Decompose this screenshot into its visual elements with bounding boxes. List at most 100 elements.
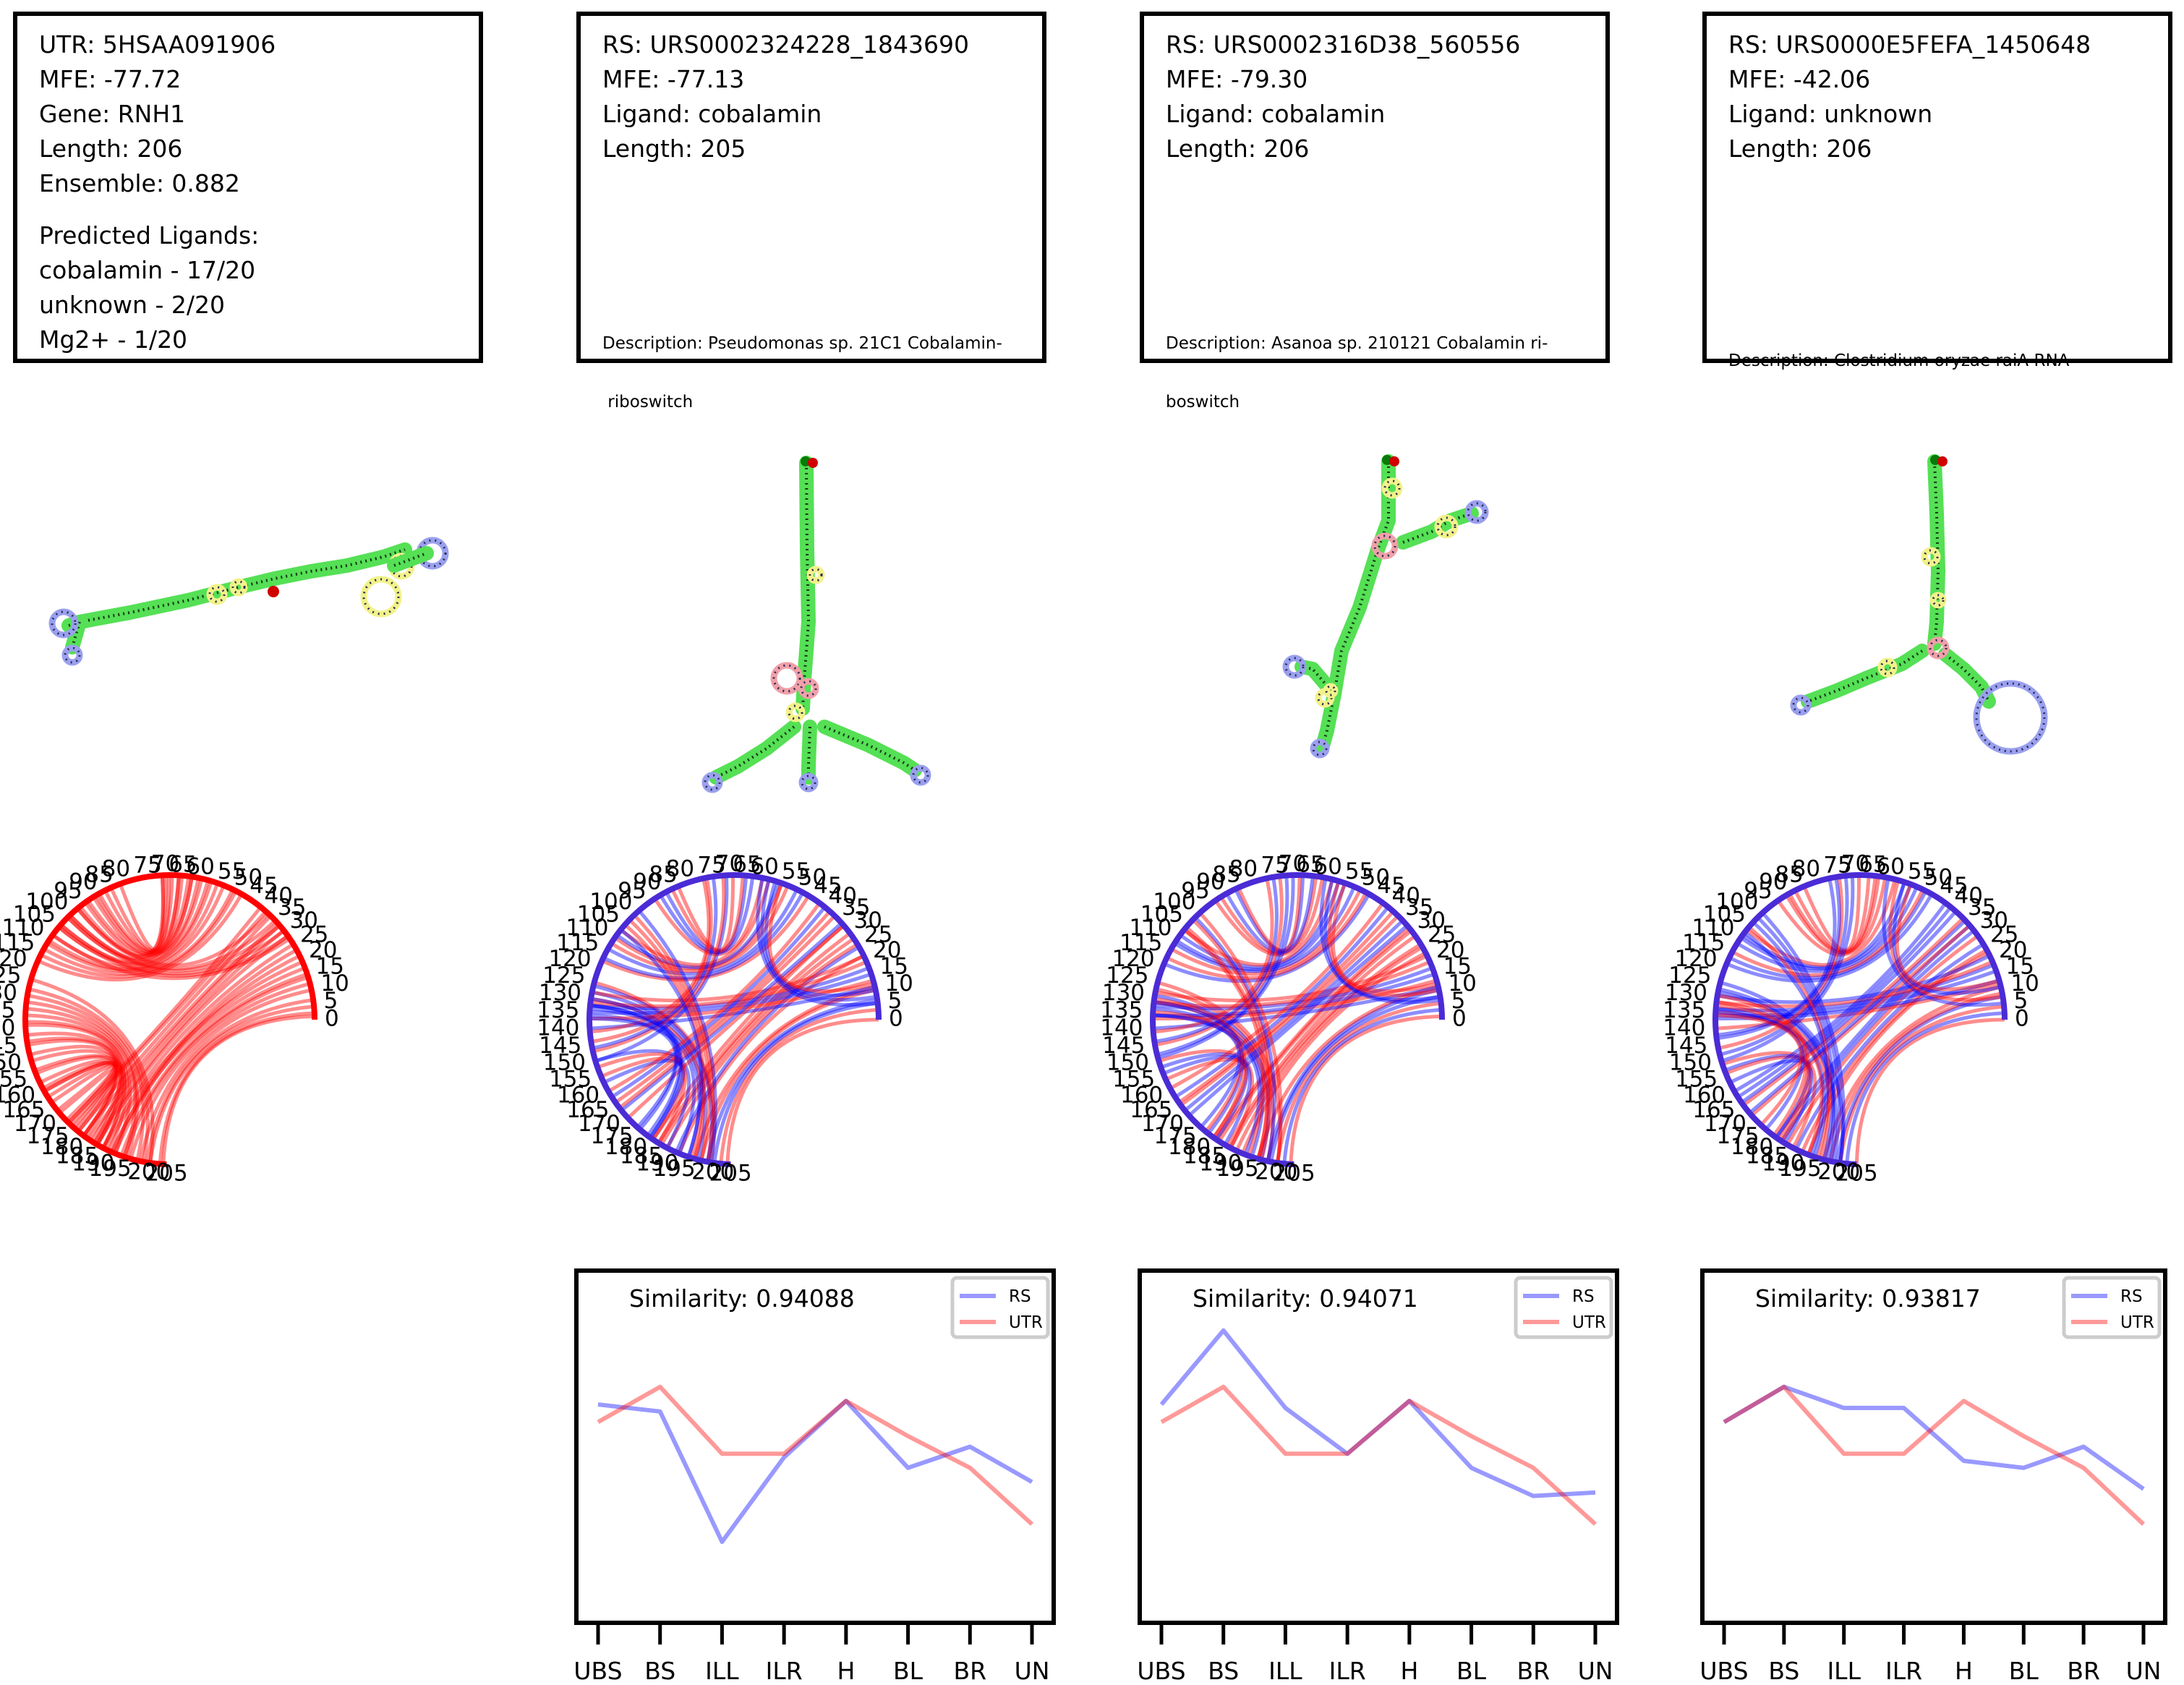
base-pair-chord bbox=[69, 876, 191, 961]
position-tick-label: 110 bbox=[1129, 915, 1172, 941]
base-pair-chord bbox=[1785, 876, 1881, 955]
x-tick-label: BR bbox=[1517, 1657, 1550, 1685]
hairpin-loop-bases bbox=[801, 775, 816, 790]
base-pair-chord bbox=[1715, 1007, 1826, 1157]
base-pair-chord bbox=[1718, 990, 1835, 1161]
base-pair-chord bbox=[59, 923, 286, 976]
rs-mfe: MFE: -79.30 bbox=[1166, 65, 1308, 93]
legend-label: UTR bbox=[1572, 1313, 1606, 1332]
position-tick-label: 10 bbox=[2010, 971, 2039, 997]
rs-mfe: MFE: -42.06 bbox=[1728, 65, 1871, 93]
base-pair-chord bbox=[51, 880, 213, 969]
base-pair-chord bbox=[1723, 1054, 1814, 1144]
base-pair-chord bbox=[1155, 954, 1428, 1002]
base-pair-chord bbox=[1153, 997, 1247, 1139]
position-tick-label: 155 bbox=[1675, 1067, 1718, 1093]
stem-bases bbox=[393, 552, 427, 567]
base-pair-chord bbox=[1794, 942, 1984, 1151]
base-pair-chord bbox=[118, 875, 166, 952]
base-pair-chord bbox=[87, 923, 281, 1141]
base-pair-chord bbox=[1718, 987, 1838, 1162]
hairpin-loop bbox=[1790, 694, 1812, 716]
base-pair-chord bbox=[110, 948, 298, 1153]
base-pair-chord bbox=[628, 918, 711, 1161]
base-pair-chord bbox=[1182, 879, 1334, 967]
three-prime-marker bbox=[268, 586, 279, 597]
base-pair-chord bbox=[590, 997, 705, 1160]
base-pair-chord bbox=[1183, 919, 1404, 1112]
base-pair-chord bbox=[590, 960, 868, 1008]
base-pair-chord bbox=[1154, 876, 1284, 1047]
base-pair-chord bbox=[27, 1038, 119, 1139]
base-pair-chord bbox=[1748, 919, 1967, 1114]
position-tick-label: 120 bbox=[0, 946, 27, 972]
position-tick-label: 20 bbox=[1999, 937, 2027, 963]
base-pair-chord bbox=[1153, 876, 1279, 1044]
utr-info-box: UTR: 5HSAA091906 MFE: -77.72 Gene: RNH1 … bbox=[13, 12, 483, 363]
base-pair-chord bbox=[103, 875, 181, 953]
base-pair-chord bbox=[764, 880, 876, 997]
position-tick-label: 180 bbox=[40, 1134, 83, 1160]
base-pair-chord bbox=[1715, 969, 1997, 1018]
base-pair-chord bbox=[756, 877, 878, 1007]
position-tick-label: 0 bbox=[889, 1006, 903, 1032]
predicted-ligand: cobalamin - 17/20 bbox=[39, 256, 256, 284]
base-pair-chord bbox=[594, 981, 717, 1163]
position-tick-label: 95 bbox=[54, 878, 82, 904]
series-line-rs bbox=[1723, 1384, 2145, 1491]
base-pair-chord bbox=[589, 966, 870, 1010]
position-tick-label: 160 bbox=[557, 1083, 600, 1109]
base-pair-chord bbox=[614, 910, 832, 1104]
hairpin-loop-bases bbox=[1284, 657, 1305, 677]
base-pair-chord bbox=[657, 931, 851, 1144]
hairpin-loop-bases bbox=[704, 774, 721, 791]
base-pair-chord bbox=[66, 916, 281, 973]
position-tick-label: 175 bbox=[1716, 1123, 1759, 1149]
position-tick-label: 40 bbox=[1391, 883, 1420, 909]
base-pair-chord bbox=[30, 1049, 127, 1149]
base-pair-chord bbox=[1331, 882, 1438, 994]
base-pair-chord bbox=[600, 1056, 686, 1141]
base-pair-chord bbox=[1715, 878, 1837, 1037]
position-tick-label: 145 bbox=[1665, 1033, 1707, 1059]
base-pair-chord bbox=[1191, 918, 1273, 1161]
base-pair-chord bbox=[1721, 1051, 1817, 1149]
legend-label: RS bbox=[1572, 1287, 1595, 1306]
base-pair-chord bbox=[1731, 888, 1925, 977]
legend-box bbox=[2062, 1276, 2162, 1339]
position-tick-label: 190 bbox=[1199, 1150, 1242, 1176]
base-pair-chord bbox=[1756, 916, 1841, 1163]
position-tick-label: 175 bbox=[26, 1123, 69, 1149]
base-pair-chord bbox=[46, 884, 226, 973]
three-prime-marker bbox=[1937, 456, 1948, 466]
base-pair-chord bbox=[1720, 981, 1845, 1164]
position-tick-label: 65 bbox=[1859, 851, 1887, 877]
base-pair-chord bbox=[659, 876, 755, 955]
base-pair-chord bbox=[1838, 1004, 2005, 1164]
position-tick-label: 195 bbox=[89, 1156, 132, 1182]
base-pair-chord bbox=[589, 1016, 678, 1129]
base-pair-chord bbox=[1745, 879, 1897, 967]
position-tick-label: 65 bbox=[733, 851, 761, 877]
position-tick-label: 185 bbox=[620, 1143, 662, 1169]
stem-bases bbox=[1807, 649, 1924, 703]
base-pair-chord bbox=[607, 902, 822, 1093]
position-tick-label: 85 bbox=[85, 861, 113, 887]
predicted-ligands: Predicted Ligands: cobalamin - 17/20 unk… bbox=[39, 218, 259, 357]
base-pair-chord bbox=[25, 1007, 137, 1158]
base-pair-chord bbox=[57, 879, 210, 966]
base-pair-chord bbox=[1177, 910, 1395, 1104]
position-tick-label: 10 bbox=[320, 971, 349, 997]
base-pair-chord bbox=[1715, 1003, 1808, 1137]
position-tick-label: 60 bbox=[750, 854, 778, 880]
rs-length: Length: 206 bbox=[1166, 135, 1310, 163]
position-tick-label: 155 bbox=[1112, 1067, 1155, 1093]
position-tick-label: 5 bbox=[888, 988, 903, 1014]
base-pair-chord bbox=[1187, 923, 1409, 1117]
base-pair-chord bbox=[651, 923, 845, 1141]
position-tick-label: 65 bbox=[169, 851, 197, 877]
position-tick-label: 85 bbox=[649, 861, 677, 887]
position-tick-label: 25 bbox=[1428, 922, 1456, 948]
x-tick-label: UBS bbox=[1137, 1657, 1185, 1685]
rs-info-box-1: RS: URS0002324228_1843690 MFE: -77.13 Li… bbox=[576, 12, 1046, 411]
